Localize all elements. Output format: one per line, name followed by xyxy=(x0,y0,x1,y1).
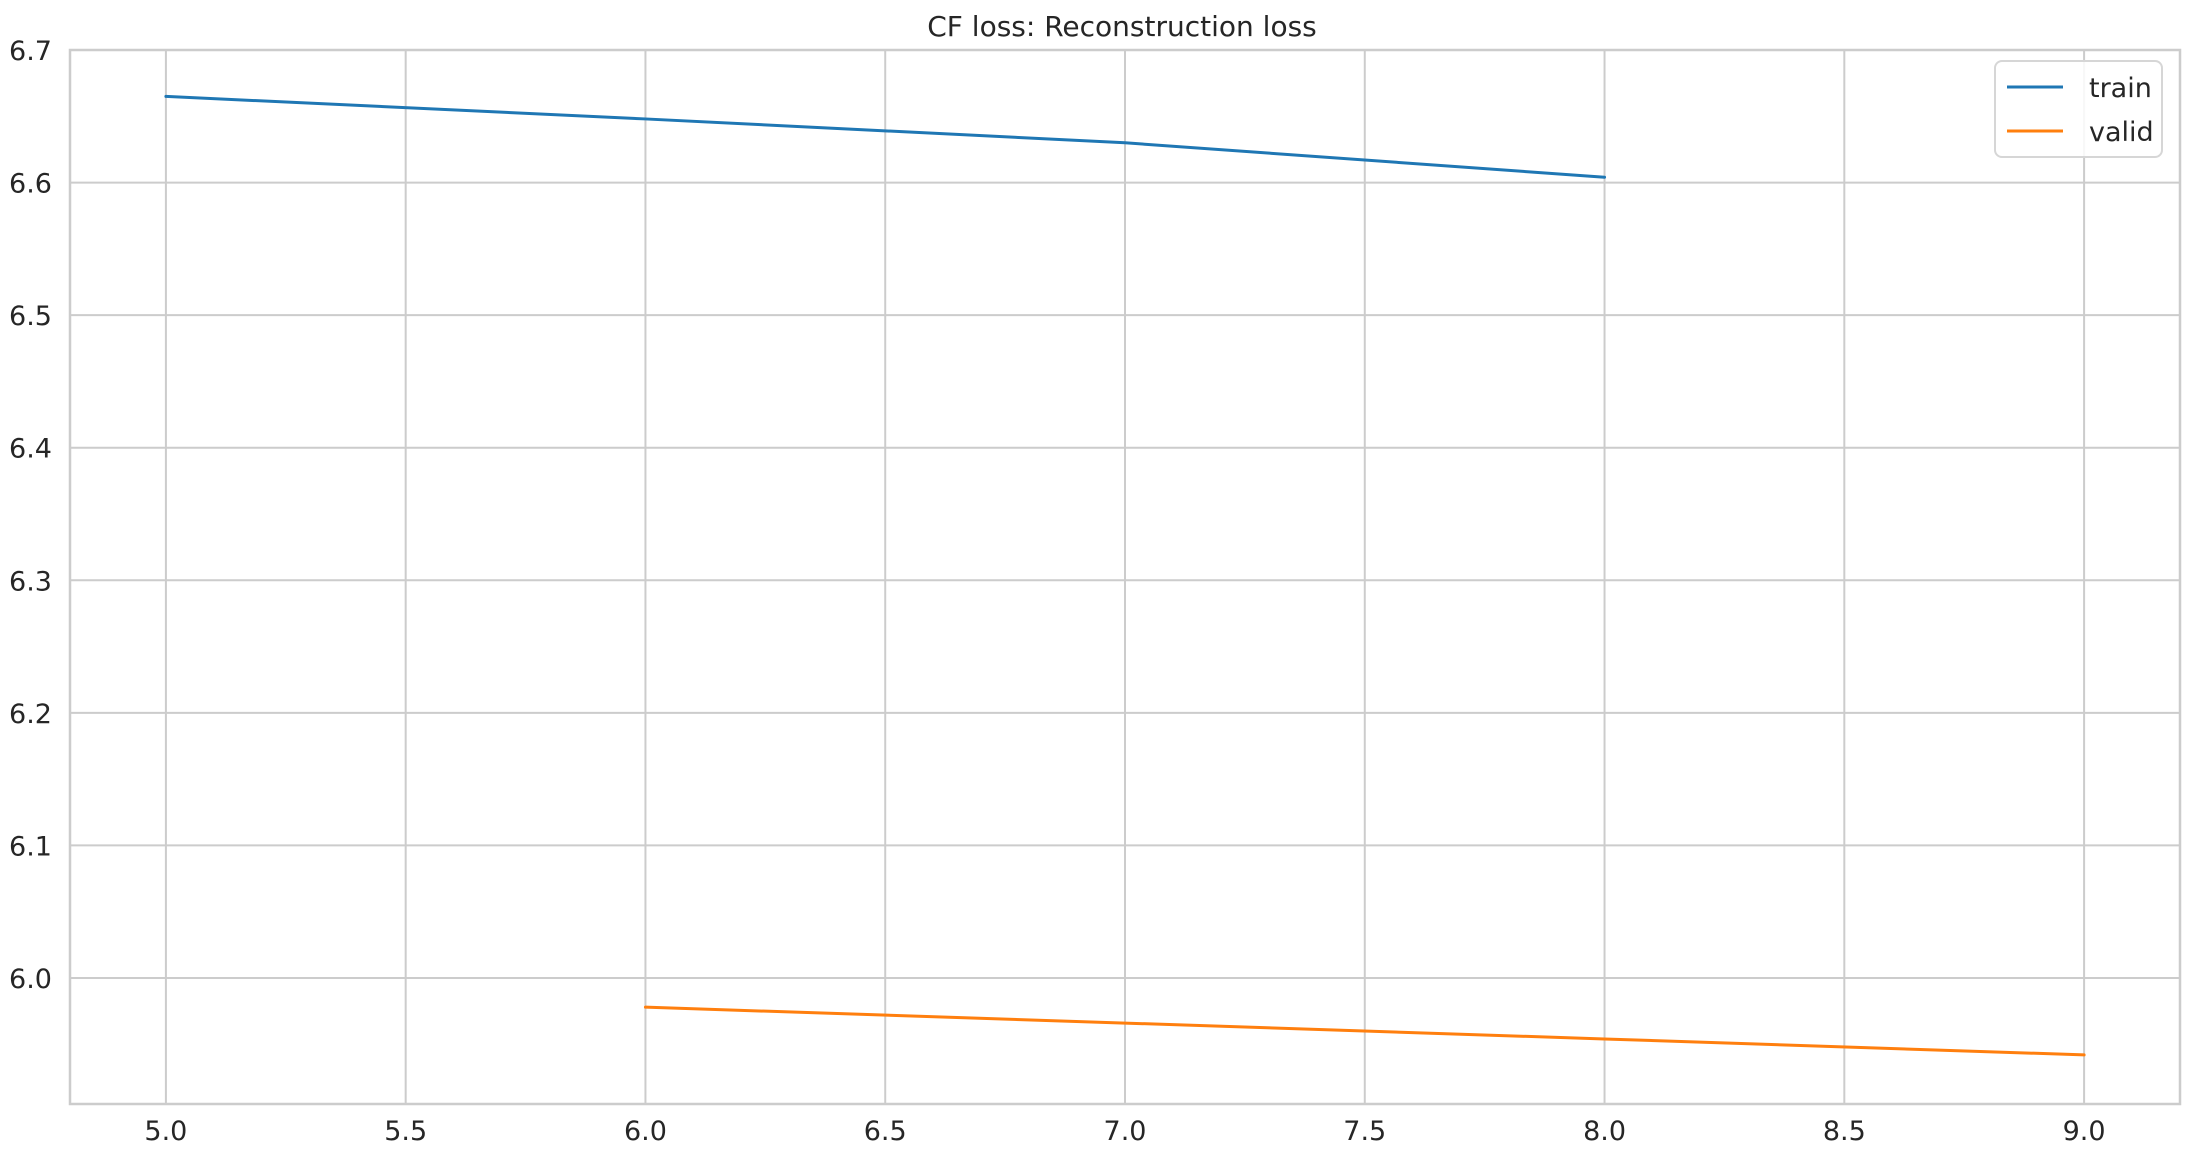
x-tick-label: 5.5 xyxy=(384,1116,427,1147)
y-tick-label: 6.0 xyxy=(9,964,52,995)
y-tick-label: 6.4 xyxy=(9,434,52,465)
series-line-valid xyxy=(643,1005,2086,1057)
x-tick-label: 5.0 xyxy=(144,1116,187,1147)
y-tick-label: 6.6 xyxy=(9,169,52,200)
legend-label-valid: valid xyxy=(2089,117,2154,148)
x-tick-label: 7.0 xyxy=(1104,1116,1147,1147)
legend: train valid xyxy=(1994,60,2163,158)
chart-title: CF loss: Reconstruction loss xyxy=(927,10,1317,43)
y-tick-label: 6.1 xyxy=(9,831,52,862)
y-tick-label: 6.2 xyxy=(9,699,52,730)
x-tick-label: 6.5 xyxy=(864,1116,907,1147)
series-line-train xyxy=(164,94,1607,179)
series-layer xyxy=(164,94,2086,1057)
grid xyxy=(70,50,2180,1104)
legend-label-train: train xyxy=(2089,73,2152,104)
x-axis-ticks: 5.0 5.5 6.0 6.5 7.0 7.5 8.0 8.5 9.0 xyxy=(144,1116,2105,1147)
y-axis-ticks: 6.0 6.1 6.2 6.3 6.4 6.5 6.6 6.7 xyxy=(9,36,52,995)
x-tick-label: 7.5 xyxy=(1343,1116,1386,1147)
y-tick-label: 6.3 xyxy=(9,566,52,597)
legend-box xyxy=(1994,60,2163,158)
x-tick-label: 6.0 xyxy=(624,1116,667,1147)
x-tick-label: 9.0 xyxy=(2063,1116,2106,1147)
y-tick-label: 6.7 xyxy=(9,36,52,67)
x-tick-label: 8.0 xyxy=(1583,1116,1626,1147)
x-tick-label: 8.5 xyxy=(1823,1116,1866,1147)
y-tick-label: 6.5 xyxy=(9,301,52,332)
plot-frame xyxy=(68,48,2182,1106)
